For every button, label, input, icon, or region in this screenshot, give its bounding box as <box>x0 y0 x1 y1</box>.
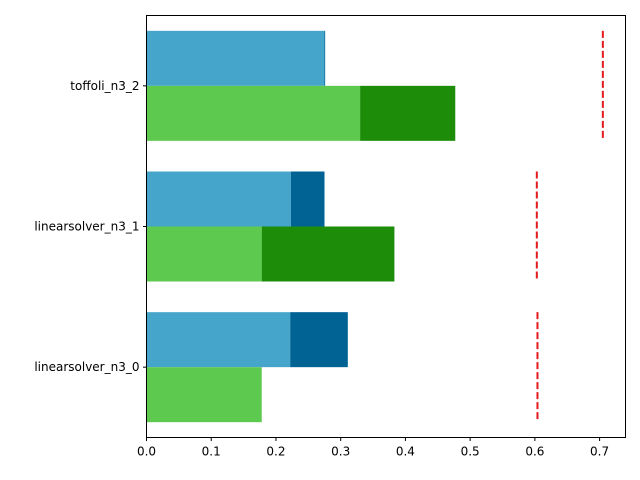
x-tick-label: 0.5 <box>461 445 480 459</box>
reference-lines-layer <box>535 30 604 423</box>
x-tick-label: 0.4 <box>396 445 415 459</box>
x-tick-label: 0.3 <box>331 445 350 459</box>
bar-lower-segment-2-linearsolver_n3_1 <box>261 226 395 282</box>
bar-upper-segment-1-linearsolver_n3_1 <box>146 171 291 227</box>
bar-upper-segment-2-linearsolver_n3_1 <box>290 171 325 227</box>
bar-lower-segment-1-linearsolver_n3_0 <box>146 367 262 423</box>
x-tick-label: 0.6 <box>525 445 544 459</box>
x-tick-label: 0.2 <box>266 445 285 459</box>
bar-lower-segment-2-toffoli_n3_2 <box>360 85 456 141</box>
bar-lower-segment-1-toffoli_n3_2 <box>146 85 361 141</box>
x-tick-label: 0.7 <box>590 445 609 459</box>
y-axis: linearsolver_n3_0 linearsolver_n3_1 toffol… <box>34 79 147 374</box>
x-tick-label: 0.1 <box>202 445 221 459</box>
y-tick-label: toffoli_n3_2 <box>70 79 139 93</box>
y-tick-label: linearsolver_n3_0 <box>34 360 139 374</box>
x-tick-label: 0.0 <box>137 445 156 459</box>
bars-layer <box>146 30 456 423</box>
bar-upper-segment-2-linearsolver_n3_0 <box>290 312 348 368</box>
y-tick-label: linearsolver_n3_1 <box>34 220 139 234</box>
bar-upper-segment-1-linearsolver_n3_0 <box>146 312 291 368</box>
bar-upper-segment-2-toffoli_n3_2 <box>324 30 326 86</box>
x-axis: 0.0 0.1 0.2 0.3 0.4 0.5 0.6 0.7 <box>137 437 609 459</box>
bar-upper-segment-1-toffoli_n3_2 <box>146 30 325 86</box>
bar-lower-segment-1-linearsolver_n3_1 <box>146 226 262 282</box>
